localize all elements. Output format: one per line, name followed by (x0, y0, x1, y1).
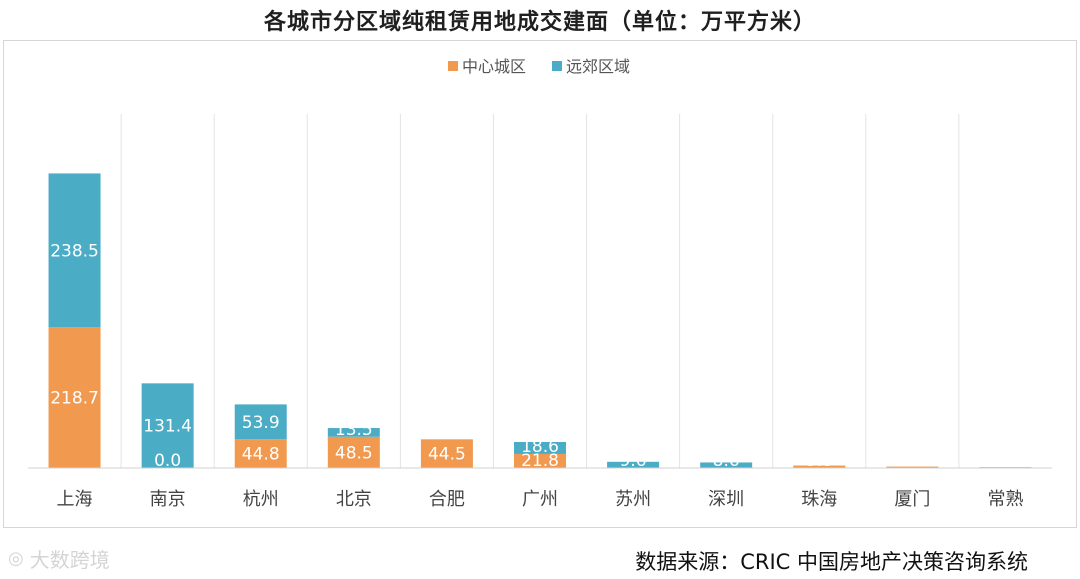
x-tick-label: 珠海 (801, 489, 837, 510)
watermark-logo-icon: ◎ (8, 548, 24, 569)
x-tick-label: 厦门 (894, 489, 930, 510)
bar-suburb (607, 461, 660, 468)
legend-swatch (448, 61, 458, 71)
value-label: 131.4 (143, 417, 192, 437)
bar-core (793, 465, 846, 468)
x-tick-label: 常熟 (987, 489, 1023, 510)
legend-swatch (552, 61, 562, 71)
legend: 中心城区 远郊区域 (448, 57, 630, 76)
x-tick-label: 广州 (522, 489, 558, 510)
x-tick-label: 南京 (150, 489, 186, 510)
x-tick-label: 北京 (336, 489, 372, 510)
value-labels: 218.7 238.5 0.0 131.4 44.8 53.9 48.5 13.5 44.5 0.… (50, 241, 1019, 471)
value-label: 8.6 (713, 451, 740, 471)
bar-suburb (514, 441, 566, 454)
bar-suburb (327, 428, 380, 437)
value-label: 44.5 (428, 445, 466, 465)
value-label: 48.5 (335, 443, 373, 463)
x-tick-label: 苏州 (615, 489, 651, 510)
value-label: 44.8 (242, 445, 280, 465)
chart-frame (3, 40, 1077, 528)
x-tick-label: 杭州 (243, 489, 279, 510)
chart-title: 各城市分区域纯租赁用地成交建面（单位：万平方米） (263, 10, 816, 35)
bar-core (327, 436, 380, 468)
value-label: 238.5 (50, 241, 99, 261)
data-source-note: 数据来源：CRIC 中国房地产决策咨询系统 (635, 550, 1028, 574)
value-label: 21.8 (521, 451, 559, 471)
value-label: 18.6 (521, 437, 559, 457)
watermark: ◎ 大数跨境 (8, 544, 110, 573)
value-label: 13.5 (335, 420, 373, 440)
watermark-text: 大数跨境 (29, 548, 110, 572)
value-label: 9.6 (620, 451, 647, 471)
bar-suburb (700, 462, 753, 468)
x-tick-label: 上海 (57, 489, 93, 510)
bars (48, 173, 1032, 468)
x-tick-label: 深圳 (708, 489, 744, 510)
x-tick-labels: 上海 南京 杭州 北京 合肥 广州 苏州 深圳 珠海 厦门 常熟 (57, 489, 1024, 510)
bar-core (420, 439, 473, 468)
legend-label: 中心城区 (462, 57, 526, 76)
value-label: 1.2 (992, 451, 1019, 471)
category-gridlines (120, 114, 960, 468)
bar-suburb (234, 404, 287, 440)
legend-label: 远郊区域 (566, 57, 630, 76)
value-label: 2.2 (899, 451, 926, 471)
bar-core (886, 466, 939, 468)
bar-suburb (48, 173, 101, 328)
value-label: 218.7 (50, 389, 99, 409)
value-label: 0.0 (154, 451, 181, 471)
value-label: 53.9 (242, 413, 280, 433)
bar-core (234, 439, 287, 468)
bar-core (514, 453, 566, 468)
value-label: 3.8 (806, 451, 833, 471)
x-tick-label: 合肥 (429, 489, 465, 510)
bar-core (48, 327, 101, 468)
value-label: 0.0 (433, 422, 460, 442)
bar-suburb (141, 383, 194, 468)
